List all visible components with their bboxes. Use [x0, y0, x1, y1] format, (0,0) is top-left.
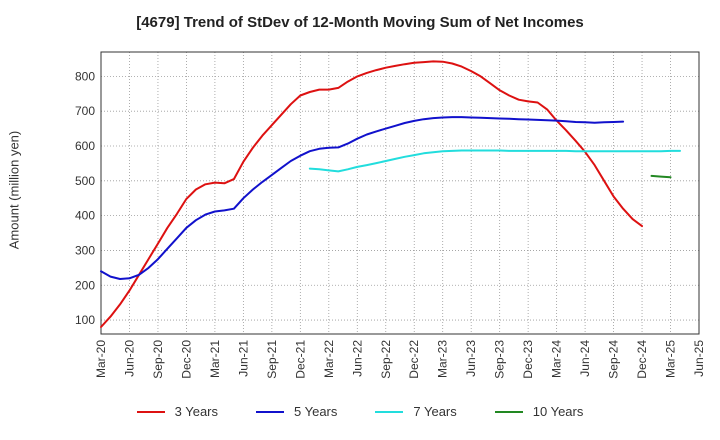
x-tick-label: Jun-21: [236, 340, 250, 377]
x-tick-label: Mar-22: [322, 340, 336, 378]
grid-lines: [100, 52, 700, 334]
x-tick-label: Sep-21: [265, 340, 279, 379]
x-tick-label: Dec-21: [293, 340, 307, 379]
x-tick-label: Dec-23: [521, 340, 535, 379]
plot-area-frame: [100, 51, 700, 335]
x-tick-label: Dec-20: [179, 340, 193, 379]
legend-item-7-years: 7 Years: [375, 404, 457, 419]
line-chart: 100 200 300 400 500 600 700 800 Mar-20 Jun-20 Sep…: [75, 51, 706, 379]
legend-label-5-years: 5 Years: [294, 404, 338, 419]
y-tick-label: 500: [75, 174, 95, 188]
y-axis-ticks: 100 200 300 400 500 600 700 800: [75, 69, 95, 327]
x-tick-label: Jun-20: [122, 340, 136, 377]
y-tick-label: 300: [75, 243, 95, 257]
x-tick-label: Jun-25: [692, 340, 706, 377]
x-tick-label: Mar-21: [208, 340, 222, 378]
x-tick-label: Sep-20: [151, 340, 165, 379]
series-line-7-years: [308, 149, 681, 173]
y-tick-label: 600: [75, 139, 95, 153]
y-tick-label: 700: [75, 104, 95, 118]
x-tick-label: Mar-25: [664, 340, 678, 378]
legend-item-5-years: 5 Years: [256, 404, 337, 419]
x-tick-label: Dec-24: [635, 340, 649, 379]
series-line-3-years: [100, 60, 643, 328]
x-tick-label: Jun-24: [578, 340, 592, 377]
x-tick-label: Mar-20: [94, 340, 108, 378]
x-tick-label: Sep-23: [493, 340, 507, 379]
series-line-10-years: [650, 174, 672, 179]
x-tick-label: Sep-22: [379, 340, 393, 379]
x-tick-label: Dec-22: [407, 340, 421, 379]
x-tick-label: Jun-22: [350, 340, 364, 377]
y-tick-label: 400: [75, 209, 95, 223]
legend-label-3-years: 3 Years: [174, 404, 218, 419]
legend-label-10-years: 10 Years: [532, 404, 584, 419]
legend-swatch-7-years: [375, 410, 404, 413]
x-tick-label: Sep-24: [607, 340, 621, 379]
legend-swatch-10-years: [494, 410, 523, 413]
x-axis-ticks: Mar-20 Jun-20 Sep-20 Dec-20 Mar-21 Jun-21 Sep-…: [94, 340, 706, 379]
x-tick-label: Jun-23: [464, 340, 478, 377]
series-lines: [100, 60, 681, 328]
legend-swatch-5-years: [256, 410, 284, 413]
legend-label-7-years: 7 Years: [413, 404, 457, 419]
legend: 3 Years 5 Years 7 Years 10 Years: [0, 404, 720, 419]
chart-title: [4679] Trend of StDev of 12-Month Moving…: [136, 14, 584, 31]
y-tick-label: 100: [75, 313, 95, 327]
legend-item-10-years: 10 Years: [494, 404, 584, 419]
y-tick-label: 200: [75, 278, 95, 292]
series-line-5-years: [100, 116, 625, 280]
legend-item-3-years: 3 Years: [136, 404, 218, 419]
y-tick-label: 800: [75, 69, 95, 83]
legend-swatch-3-years: [136, 410, 165, 413]
x-tick-label: Mar-24: [550, 340, 564, 378]
x-tick-label: Mar-23: [436, 340, 450, 378]
